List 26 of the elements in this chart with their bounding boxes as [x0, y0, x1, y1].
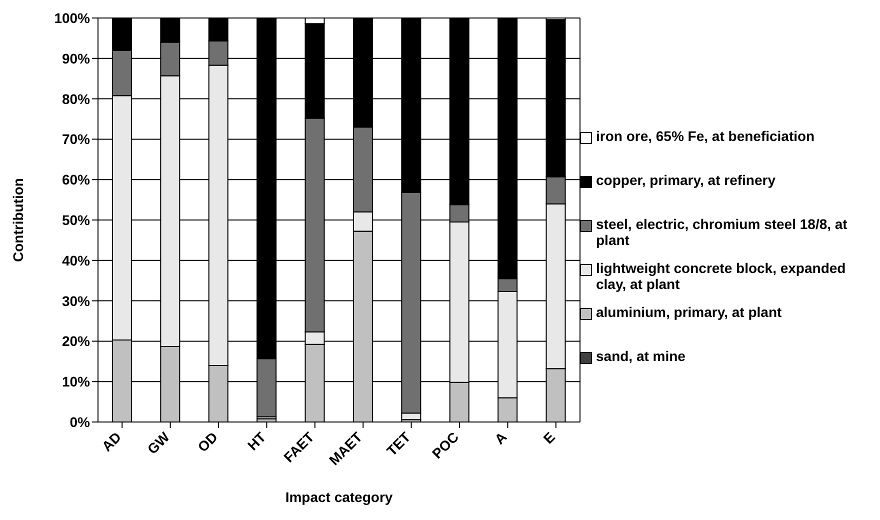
legend-label: iron ore, 65% Fe, at beneficiation [596, 128, 815, 144]
x-tick-label: GW [144, 428, 173, 458]
legend-label: steel, electric, chromium steel 18/8, at plant [596, 216, 848, 248]
x-tick-label: TET [383, 428, 414, 459]
legend-label: lightweight concrete block, expanded clay, at plant [596, 260, 847, 292]
legend-label: sand, at mine [596, 348, 686, 364]
y-tick-label: 10% [62, 374, 91, 390]
y-tick-label: 20% [62, 333, 91, 350]
y-tick-label: 40% [62, 252, 91, 268]
legend-label: aluminium, primary, at plant [596, 304, 782, 320]
x-axis-title: Impact category [285, 489, 393, 505]
legend-label: copper, primary, at refinery [596, 172, 776, 188]
x-tick-label: HT [244, 428, 270, 454]
y-tick-label: 30% [62, 292, 91, 309]
y-tick-label: 60% [62, 172, 91, 188]
y-axis-title: Contribution [10, 178, 26, 262]
y-tick-label: 0% [70, 414, 91, 430]
y-tick-label: 90% [62, 50, 91, 66]
y-tick-label: 70% [62, 131, 91, 148]
y-tick-label: 50% [62, 212, 91, 228]
x-tick-label: E [540, 428, 558, 447]
x-tick-label: OD [194, 428, 221, 455]
y-tick-label: 100% [54, 10, 91, 26]
y-tick-label: 80% [62, 90, 91, 107]
x-tick-label: AD [98, 428, 124, 454]
x-tick-label: A [491, 428, 510, 448]
